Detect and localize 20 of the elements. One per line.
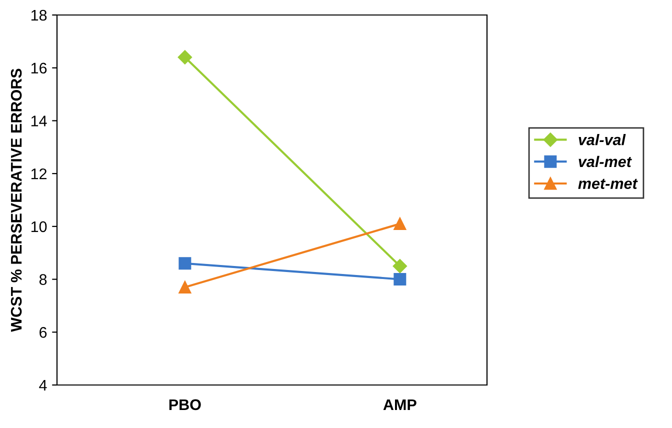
point <box>178 257 192 270</box>
y-tick-label: 14 <box>31 116 47 126</box>
legend-label: val-met <box>578 156 632 168</box>
y-tick-label: 12 <box>31 168 47 180</box>
y-tick-label: 18 <box>31 10 47 21</box>
x-tick-label: PBO <box>169 399 201 410</box>
point <box>394 273 406 286</box>
y-tick-label: 8 <box>39 274 47 285</box>
y-tick-label: 10 <box>31 221 47 232</box>
legend-label: val-val <box>578 134 626 146</box>
x-tick-label: AMP <box>383 399 416 410</box>
y-tick-label: 6 <box>40 327 47 338</box>
y-tick-label: 4 <box>39 380 47 391</box>
point <box>392 258 408 274</box>
legend-label: met-met <box>578 178 638 189</box>
y-tick-label: 16 <box>31 62 47 74</box>
point <box>178 50 192 64</box>
point <box>394 218 406 230</box>
y-axis-title: WCST % PERSEVERATIVE ERRORS <box>10 68 22 332</box>
point <box>178 280 192 294</box>
